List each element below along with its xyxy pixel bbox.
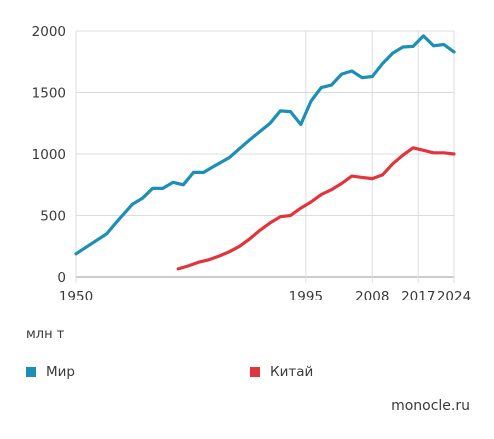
series-lines: [74, 34, 456, 271]
legend-item-china: Китай: [250, 364, 313, 380]
y-tick-label: 1500: [32, 86, 66, 102]
x-tick-label: 2008: [355, 289, 389, 300]
legend-swatch-china: [250, 367, 260, 377]
y-tick-label: 500: [40, 209, 66, 225]
x-tick-label: 1950: [59, 289, 93, 300]
x-tick-label: 2024: [437, 289, 471, 300]
y-tick-label: 2000: [32, 24, 66, 40]
y-tick-labels: 0 500 1000 1500 2000: [32, 24, 66, 286]
series-line-world: [74, 34, 456, 256]
legend-swatch-world: [26, 367, 36, 377]
x-tick-label: 2017: [401, 289, 435, 300]
chart-grid: [75, 30, 455, 283]
legend-label-world: Мир: [46, 364, 75, 380]
legend-item-world: Мир: [26, 364, 75, 380]
y-tick-label: 0: [57, 270, 66, 286]
x-tick-label: 1995: [289, 289, 323, 300]
line-chart: 0 500 1000 1500 2000 1950 1995 2008 2017 2024: [32, 24, 472, 300]
y-tick-label: 1000: [32, 147, 66, 163]
x-tick-labels: 1950 1995 2008 2017 2024: [59, 289, 471, 300]
legend-label-china: Китай: [270, 364, 314, 380]
source-label: monocle.ru: [391, 398, 470, 414]
unit-label: млн т: [26, 327, 65, 342]
series-line-china: [176, 146, 456, 271]
